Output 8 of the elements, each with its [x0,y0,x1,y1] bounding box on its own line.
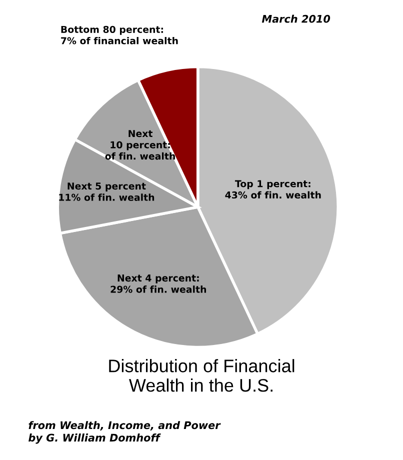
text: from Wealth, Income, and Power by G. William Domhoff [28,421,221,444]
text: March 2010 [262,14,330,23]
slice-label: Next 10 percent: of fin. wealth [105,130,175,160]
slice-label: Bottom 80 percent: 7% of financial wealth [61,26,178,44]
text: Distribution of Financial Wealth in the U.S. [109,359,294,392]
slice-label: Next 5 percent 11% of fin. wealth [59,182,154,201]
slice-label: Next 4 percent: 29% of fin. wealth [110,274,206,293]
slice-label: Top 1 percent: 43% of fin. wealth [225,180,321,199]
